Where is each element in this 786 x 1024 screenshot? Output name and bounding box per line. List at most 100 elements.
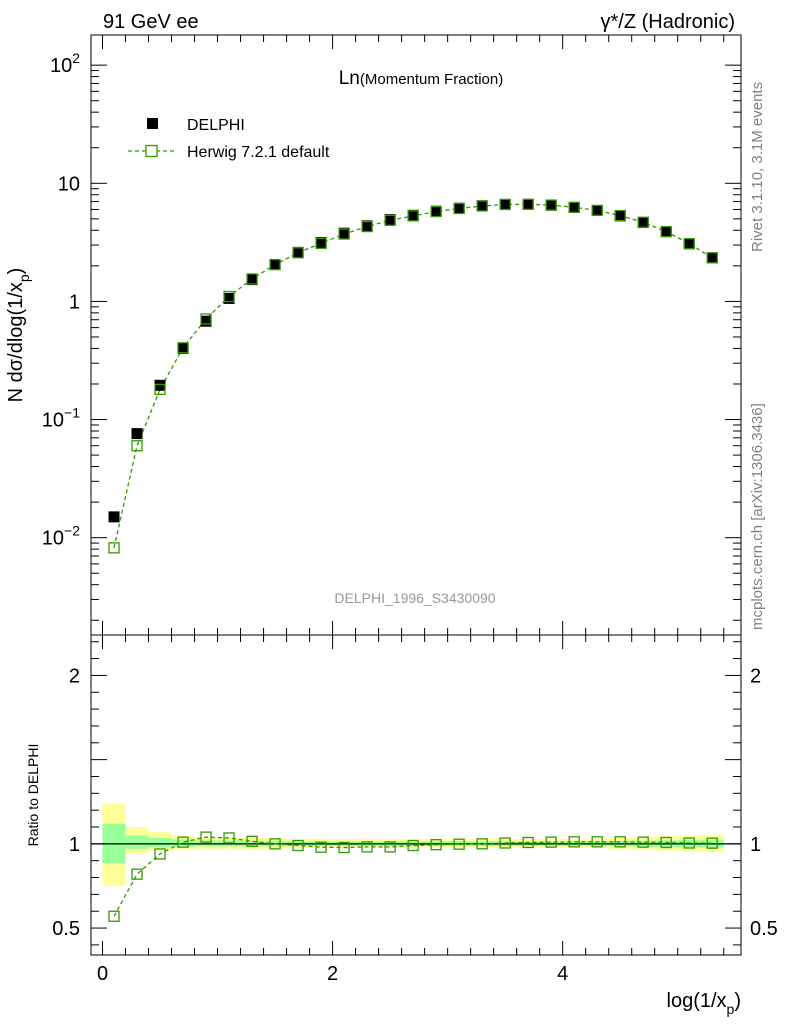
title-sub: (Momentum Fraction): [360, 71, 503, 88]
main-y-tick-base: 10: [58, 173, 80, 195]
header-left: 91 GeV ee: [103, 11, 199, 33]
herwig-point: [430, 205, 442, 218]
herwig-point: [453, 202, 465, 215]
ratio-herwig-point: [200, 831, 212, 843]
legend: DELPHI Herwig 7.2.1 default: [128, 117, 330, 161]
main-y-tick-base: 10: [50, 55, 72, 77]
delphi-point: [177, 342, 189, 354]
ratio-herwig-point: [269, 838, 281, 850]
x-label-close: ): [734, 990, 741, 1012]
herwig-point: [108, 542, 120, 554]
ratio-herwig-point: [683, 837, 695, 849]
delphi-point: [476, 200, 488, 212]
ratio-y-tick-label-right: 0.5: [750, 918, 778, 940]
main-y-tick-label: 1: [69, 291, 80, 313]
delphi-point: [269, 259, 281, 271]
ratio-herwig-point: [637, 836, 649, 848]
x-tick-label: 0: [97, 963, 108, 985]
herwig-point: [292, 247, 304, 259]
ratio-herwig-point: [476, 838, 488, 850]
x-tick-label: 4: [557, 963, 568, 985]
header-right: γ*/Z (Hadronic): [601, 11, 735, 33]
herwig-point: [338, 228, 350, 240]
ratio-herwig-point: [223, 832, 235, 844]
ratio-herwig-point: [177, 836, 189, 848]
herwig-point: [246, 273, 258, 285]
delphi-point: [637, 217, 649, 229]
ratio-herwig-point: [246, 835, 258, 847]
delphi-point: [384, 214, 396, 226]
herwig-point: [223, 290, 235, 303]
delphi-point: [131, 428, 143, 440]
main-y-tick-label: 10: [58, 173, 80, 195]
delphi-point: [545, 199, 557, 211]
delphi-point: [453, 202, 465, 214]
delphi-point: [660, 226, 672, 238]
ratio-frame: [90, 634, 742, 956]
main-y-tick-base: 10: [42, 528, 64, 550]
herwig-point: [614, 209, 626, 222]
legend-marker-herwig: [145, 144, 158, 158]
main-y-tick-base: 1: [69, 291, 80, 313]
ratio-herwig-line: [113, 836, 713, 917]
ratio-band-green: [125, 835, 149, 849]
main-y-tick-exp: 2: [72, 50, 80, 66]
legend-marker-delphi: [147, 118, 158, 129]
ratio-herwig-point: [407, 839, 419, 852]
herwig-point: [269, 258, 281, 271]
herwig-point: [200, 313, 212, 325]
herwig-point: [522, 198, 534, 210]
delphi-point: [223, 292, 235, 304]
delphi-point: [522, 198, 534, 210]
ratio-herwig-point: [384, 841, 396, 853]
mcplots-label: mcplots.cern.ch [arXiv:1306.3436]: [749, 403, 766, 630]
ratio-herwig-point: [361, 841, 373, 853]
ratio-herwig-point: [292, 839, 304, 852]
herwig-point: [660, 225, 672, 238]
ratio-herwig-point: [154, 848, 166, 860]
rivet-label: Rivet 3.1.10, 3.1M events: [749, 82, 766, 252]
herwig-point: [545, 199, 557, 211]
x-axis-label: log(1/xp): [667, 990, 742, 1017]
herwig-point: [154, 383, 166, 396]
ratio-y-tick-label: 0.5: [52, 918, 80, 940]
delphi-point: [430, 205, 442, 217]
chart-title: Ln(Momentum Fraction): [339, 68, 504, 89]
ratio-herwig-point: [545, 836, 557, 848]
ratio-panel: 0 2 4 0.5 0.5 1 1 2 2 Ratio to DELPHI log(1/xp): [25, 634, 778, 1017]
delphi-point: [614, 210, 626, 222]
herwig-point: [591, 204, 603, 217]
ratio-y-tick-label-right: 2: [750, 665, 761, 687]
y-label-main: N dσ/dlog(1/x: [5, 282, 27, 402]
ratio-y-tick-label-right: 1: [750, 834, 761, 856]
legend-label-herwig: Herwig 7.2.1 default: [187, 144, 330, 161]
main-y-tick-label: 10−2: [42, 523, 80, 550]
ratio-herwig-point: [591, 836, 603, 848]
delphi-point: [108, 511, 120, 523]
ratio-herwig-point: [499, 837, 511, 849]
herwig-point: [568, 201, 580, 213]
delphi-point: [568, 201, 580, 213]
ratio-band-green: [148, 837, 172, 848]
delphi-point: [315, 237, 327, 249]
delphi-point: [338, 227, 350, 239]
delphi-point: [683, 238, 695, 250]
delphi-point: [292, 246, 304, 258]
herwig-point: [361, 220, 373, 233]
ratio-herwig-point: [614, 836, 626, 848]
ratio-herwig-point: [522, 836, 534, 849]
herwig-point: [407, 210, 419, 222]
ratio-herwig-point: [568, 836, 580, 848]
x-tick-label: 2: [327, 963, 338, 985]
herwig-point: [499, 198, 511, 211]
ratio-y-tick-label: 2: [69, 665, 80, 687]
x-label-main: log(1/x: [667, 990, 727, 1012]
y-label-close: ): [5, 268, 27, 275]
x-label-sub: p: [727, 1001, 735, 1017]
ratio-y-axis-label: Ratio to DELPHI: [25, 744, 41, 847]
delphi-point: [200, 315, 212, 327]
herwig-point: [683, 238, 695, 250]
main-y-tick-base: 10: [42, 410, 64, 432]
herwig-point: [706, 252, 718, 264]
